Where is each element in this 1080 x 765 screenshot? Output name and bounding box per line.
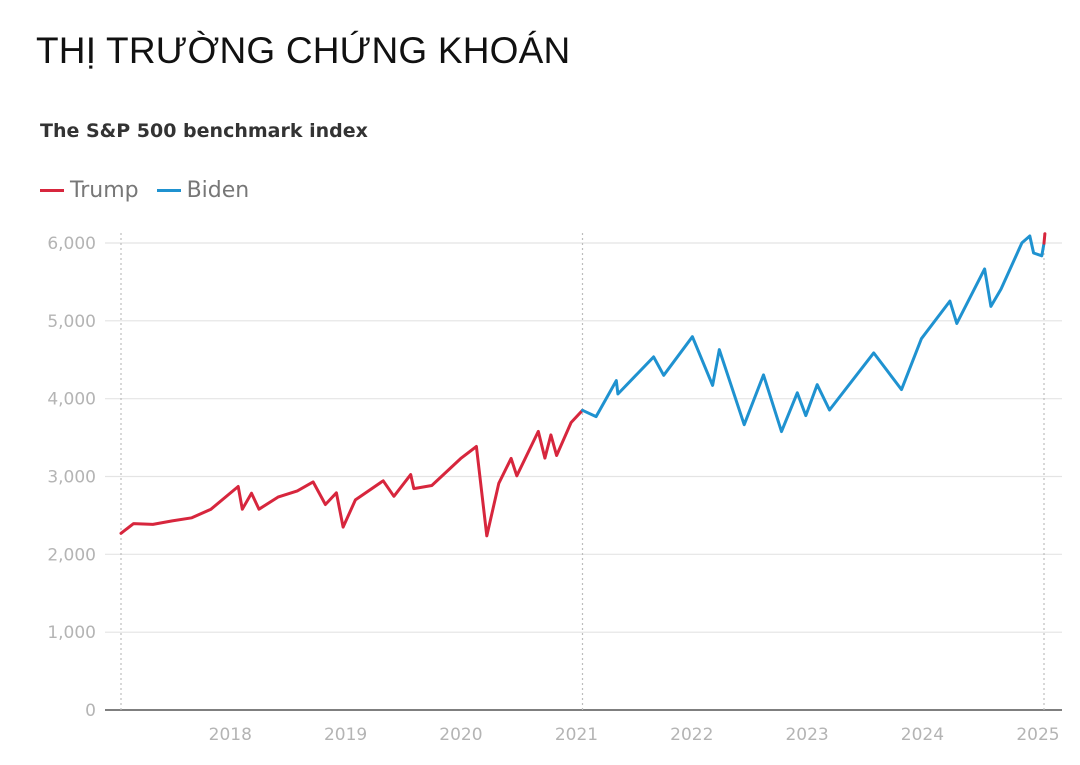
y-tick-label: 1,000 — [47, 623, 96, 643]
series-line-2 — [1042, 232, 1047, 245]
x-tick-label: 2020 — [439, 725, 482, 745]
chart-title: The S&P 500 benchmark index — [40, 120, 368, 142]
legend-swatch-trump — [40, 189, 64, 192]
x-tick-label: 2018 — [209, 725, 252, 745]
x-tick-label: 2025 — [1016, 725, 1059, 745]
series-line-biden — [581, 234, 1046, 434]
y-tick-label: 6,000 — [47, 234, 96, 254]
legend-swatch-biden — [156, 189, 181, 192]
y-tick-label: 2,000 — [47, 545, 96, 565]
reference-lines — [120, 233, 1045, 710]
legend-label-trump: Trump — [70, 178, 139, 203]
page-heading: THỊ TRƯỜNG CHỨNG KHOÁN — [36, 30, 571, 71]
y-tick-label: 4,000 — [47, 390, 96, 410]
y-tick-label: 5,000 — [47, 312, 96, 332]
x-tick-label: 2021 — [555, 725, 598, 745]
y-tick-label: 0 — [85, 701, 96, 721]
x-tick-label: 2022 — [670, 725, 713, 745]
x-tick-label: 2023 — [785, 725, 828, 745]
legend-item-biden: Biden — [156, 178, 250, 203]
legend-item-trump: Trump — [40, 178, 139, 203]
series-group — [119, 232, 1047, 538]
series-line-trump — [119, 408, 584, 538]
y-axis: 0 1,000 2,000 3,000 4,000 5,000 6,000 — [47, 234, 96, 721]
x-tick-label: 2019 — [324, 725, 367, 745]
grid-lines — [105, 242, 1062, 711]
legend-label-biden: Biden — [186, 178, 250, 203]
x-tick-label: 2024 — [901, 725, 944, 745]
x-axis: 2018 2019 2020 2021 2022 2023 2024 2025 — [209, 725, 1060, 745]
y-tick-label: 3,000 — [47, 468, 96, 488]
legend: Trump Biden — [40, 178, 267, 203]
